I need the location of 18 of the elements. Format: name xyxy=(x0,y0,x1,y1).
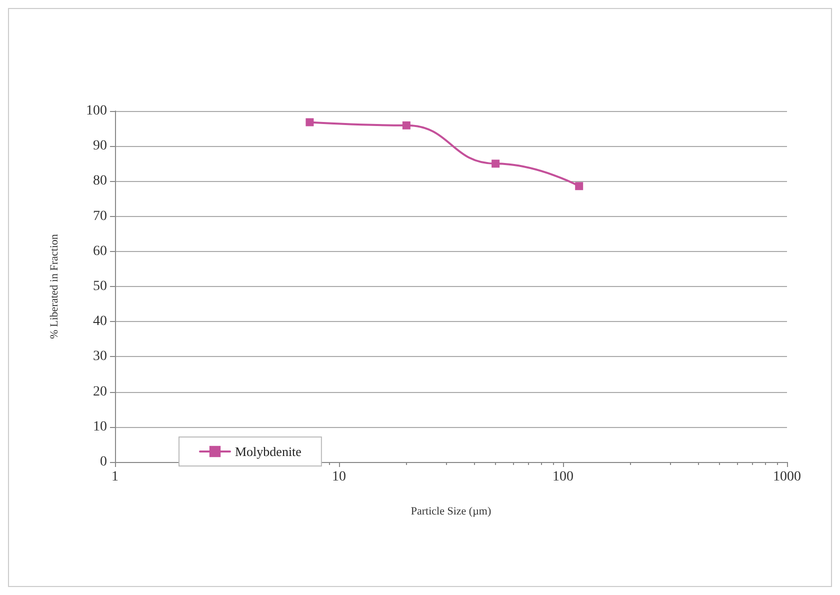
y-axis-title: % Liberated in Fraction xyxy=(48,234,60,339)
x-tick-label: 10 xyxy=(332,470,346,484)
x-tick-label: 1 xyxy=(112,470,118,484)
y-tick-label: 30 xyxy=(93,349,107,364)
y-tick-label: 100 xyxy=(86,104,107,118)
x-tick-label: 1000 xyxy=(773,470,801,484)
y-tick-label: 70 xyxy=(93,208,107,224)
y-tick-label: 60 xyxy=(93,244,107,259)
y-tick-label: 80 xyxy=(93,174,107,189)
x-axis-title: Particle Size (µm) xyxy=(410,506,492,518)
x-tick-label: 100 xyxy=(552,470,574,484)
legend-label: Molybdenite xyxy=(235,444,302,459)
y-tick-label: 90 xyxy=(93,138,107,154)
y-tick-label: 0 xyxy=(100,454,107,470)
y-tick-label: 20 xyxy=(93,384,107,400)
y-tick-label: 40 xyxy=(93,314,107,330)
y-tick-label: 50 xyxy=(93,279,107,294)
y-tick-label: 10 xyxy=(93,419,107,434)
